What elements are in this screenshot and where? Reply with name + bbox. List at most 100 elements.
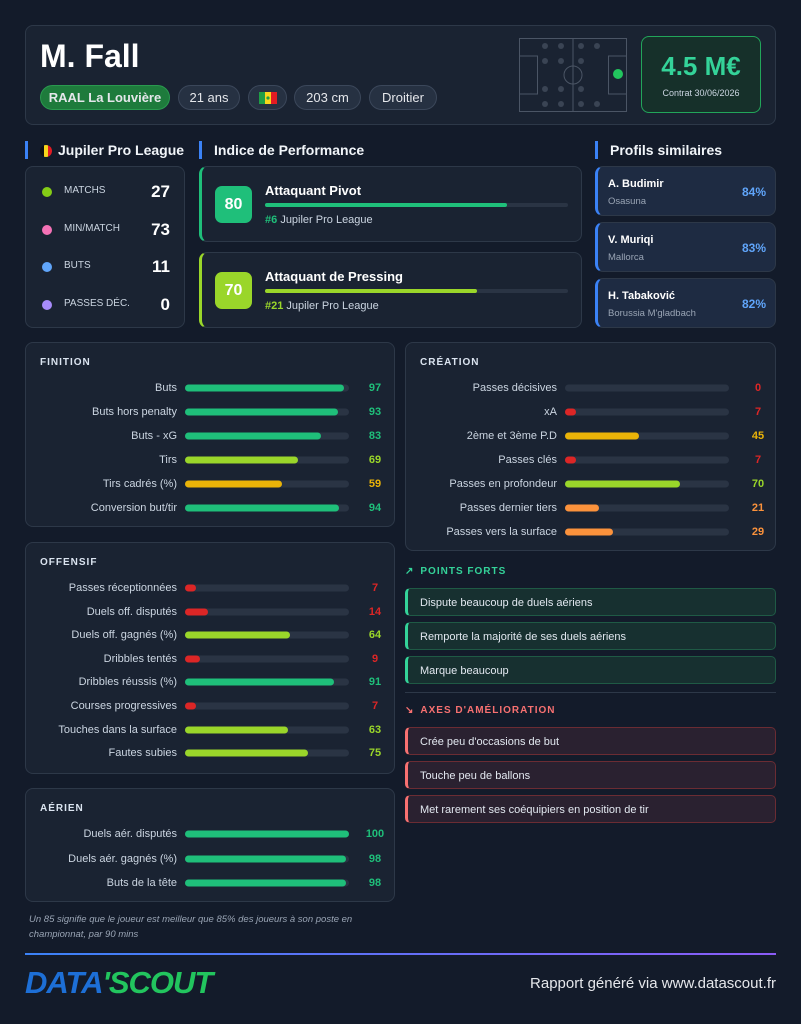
value-box: 4.5 M€ Contrat 30/06/2026	[641, 36, 761, 113]
role-rank-line: #21 Jupiler Pro League	[265, 300, 379, 312]
height-chip: 203 cm	[294, 85, 361, 110]
similar-club: Borussia M'gladbach	[608, 308, 696, 319]
stat-value: 11	[152, 257, 170, 277]
stat-label: Passes vers la surface	[446, 526, 557, 538]
stat-value: 0	[160, 295, 170, 315]
stat-label: Passes décisives	[472, 382, 557, 394]
stat-value: 97	[368, 382, 382, 394]
age-chip: 21 ans	[178, 85, 240, 110]
bar	[185, 456, 299, 464]
stat-label: xA	[544, 406, 557, 418]
arrow-icon: ↗	[405, 566, 415, 577]
stat-value: 94	[368, 502, 382, 514]
bar	[185, 879, 346, 887]
bar	[565, 432, 639, 440]
improvements-item: Touche peu de ballons	[405, 761, 776, 789]
stat-icon	[42, 262, 52, 273]
stat-label: Duels off. disputés	[86, 605, 177, 618]
bar-track	[565, 480, 729, 488]
bar-track	[185, 408, 349, 416]
bar-track	[185, 480, 349, 488]
bar-track	[185, 655, 349, 663]
stat-label: Duels aér. gagnés (%)	[68, 852, 177, 865]
role-score: 70	[215, 272, 252, 309]
bar-track	[565, 432, 729, 440]
league-title: Jupiler Pro League	[58, 142, 185, 158]
stat-value: 45	[751, 430, 765, 442]
bar	[185, 584, 197, 592]
logo: DATA'SCOUT	[25, 965, 213, 1001]
bar	[185, 702, 197, 710]
bar	[565, 480, 680, 488]
stat-value: 7	[371, 582, 379, 594]
flag-chip	[248, 85, 287, 110]
stat-label: Passes dernier tiers	[459, 502, 557, 514]
stat-label: MIN/MATCH	[64, 222, 120, 234]
stat-label: Tirs cadrés (%)	[102, 478, 177, 490]
stat-value: 98	[368, 852, 382, 865]
stat-label: Tirs	[159, 454, 177, 466]
improvements-title: AXES D'AMÉLIORATION	[420, 705, 556, 716]
stat-value: 0	[754, 382, 762, 394]
stat-value: 69	[368, 454, 382, 466]
bar-track	[185, 749, 349, 757]
bar-track	[565, 528, 729, 536]
bar	[185, 480, 282, 488]
improvements-item: Crée peu d'occasions de but	[405, 727, 776, 755]
bar-track	[185, 504, 349, 512]
stat-value: 63	[368, 723, 382, 736]
contract: Contrat 30/06/2026	[662, 88, 740, 98]
role-rank: #6	[265, 214, 278, 226]
stat-value: 27	[151, 182, 170, 201]
improvements-item: Met rarement ses coéquipiers en position…	[405, 795, 776, 823]
role-name: Attaquant de Pressing	[265, 269, 403, 284]
bar	[185, 855, 346, 862]
role-card: 80 Attaquant Pivot #6 Jupiler Pro League	[199, 166, 582, 242]
stat-value: 64	[368, 629, 382, 642]
stat-value: 59	[368, 478, 382, 490]
stat-label: Passes en profondeur	[449, 478, 557, 490]
bar-track	[185, 830, 349, 838]
bar	[185, 830, 349, 838]
strengths-title: POINTS FORTS	[420, 566, 507, 577]
bar-track	[565, 504, 729, 512]
logo-left: DATA	[25, 965, 103, 1000]
bar-track	[185, 384, 349, 392]
similar-club: Osasuna	[608, 196, 647, 207]
stat-label: Courses progressives	[70, 700, 177, 712]
bar	[185, 655, 200, 663]
bar	[185, 726, 289, 734]
bar	[185, 631, 290, 639]
stat-label: Touches dans la surface	[58, 723, 177, 736]
footer-line	[25, 953, 776, 955]
stat-label: Buts	[154, 382, 177, 394]
bar-track	[185, 631, 349, 639]
bar	[185, 432, 322, 440]
stat-value: 29	[751, 526, 765, 538]
bar	[185, 678, 335, 686]
pitch-icon	[519, 38, 627, 112]
strengths-heading: ↗ POINTS FORTS	[405, 566, 506, 577]
similar-card: A. Budimir Osasuna 84%	[595, 166, 776, 216]
similar-card: H. Tabaković Borussia M'gladbach 82%	[595, 278, 776, 328]
stat-label: Fautes subies	[108, 747, 177, 760]
bar-track	[565, 408, 729, 416]
bar-track	[185, 879, 349, 887]
stat-value: 98	[368, 877, 382, 889]
similar-score: 84%	[741, 185, 766, 199]
similar-name: H. Tabaković	[608, 290, 676, 302]
role-bar	[265, 203, 508, 207]
bar	[185, 608, 208, 616]
stat-value: 7	[754, 406, 762, 418]
stat-icon	[42, 224, 52, 235]
stat-value: 7	[754, 454, 762, 466]
role-league: Jupiler Pro League	[286, 300, 379, 312]
stat-value: 9	[371, 652, 379, 665]
role-name: Attaquant Pivot	[265, 183, 362, 198]
foot-chip: Droitier	[369, 85, 437, 110]
stat-label: 2ème et 3ème P.D	[466, 430, 557, 442]
player-name: M. Fall	[40, 38, 140, 74]
stat-value: 14	[368, 605, 382, 618]
league-stats: MATCHS 27 MIN/MATCH 73 BUTS 11 PASSES DÉC. 0	[25, 166, 185, 328]
